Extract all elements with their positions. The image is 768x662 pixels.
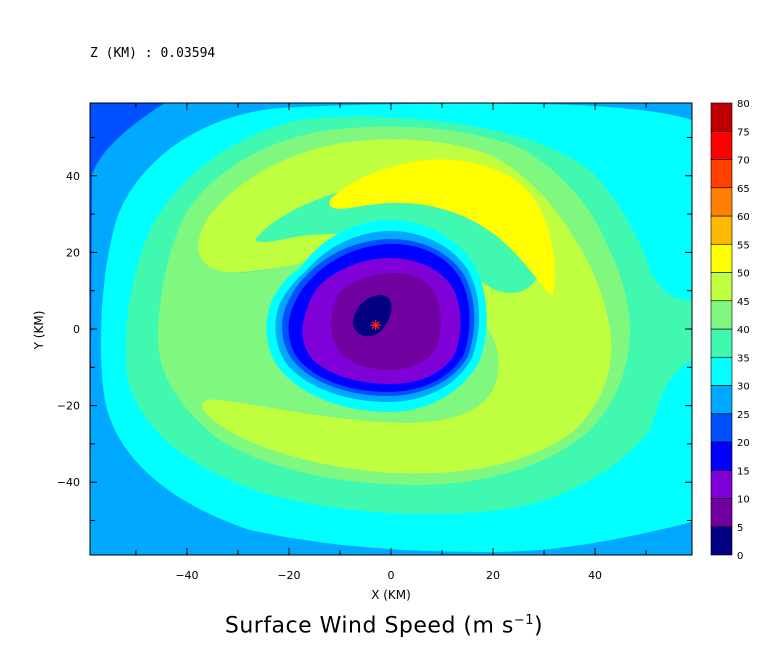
colorbar-swatch	[710, 356, 733, 386]
y-tick-label: 40	[66, 170, 80, 183]
colorbar-swatch	[710, 469, 733, 499]
colorbar-swatch	[710, 215, 733, 245]
marker-stroke	[371, 321, 380, 330]
colorbar-swatch	[710, 300, 733, 330]
colorbar-label: 10	[737, 495, 750, 506]
contour-band-0-5	[353, 295, 392, 337]
colorbar-swatch	[710, 159, 733, 189]
colorbar-swatch	[710, 413, 733, 443]
colorbar-label: 20	[737, 438, 750, 449]
colorbar-swatch	[710, 526, 733, 556]
colorbar-label: 25	[737, 410, 750, 421]
colorbar-swatch	[710, 328, 733, 358]
y-tick-label: 0	[73, 323, 80, 336]
colorbar-label: 80	[737, 99, 750, 110]
chart-title-tail: )	[534, 613, 544, 639]
colorbar-label: 65	[737, 184, 750, 195]
colorbar-swatch	[710, 130, 733, 160]
colorbar-swatch	[710, 272, 733, 302]
colorbar-label: 5	[737, 523, 743, 534]
colorbar-label: 70	[737, 156, 750, 167]
colorbar-label: 40	[737, 325, 750, 336]
storm-center-marker	[370, 320, 381, 331]
colorbar-label: 50	[737, 269, 750, 280]
x-tick-label: 20	[486, 569, 500, 582]
colorbar-label: 55	[737, 240, 750, 251]
x-tick-label: −40	[175, 569, 198, 582]
y-axis: −40 −20 0 20 40	[57, 136, 692, 522]
y-tick-label: −20	[57, 400, 80, 413]
x-axis: −40 −20 0 20 40	[135, 103, 647, 582]
y-axis-label: Y (KM)	[32, 311, 46, 351]
chart-title-superscript: −1	[513, 613, 535, 628]
x-tick-label: −20	[277, 569, 300, 582]
y-tick-label: −40	[57, 476, 80, 489]
colorbar-label: 45	[737, 297, 750, 308]
colorbar-swatch	[710, 385, 733, 415]
colorbar-swatch	[710, 498, 733, 528]
chart-title-main: Surface Wind Speed (m s	[224, 613, 514, 639]
colorbar-label: 15	[737, 466, 750, 477]
colorbar-label: 0	[737, 551, 743, 562]
colorbar-label: 60	[737, 212, 750, 223]
x-axis-label: X (KM)	[371, 588, 411, 602]
colorbar-label: 75	[737, 127, 750, 138]
x-tick-label: 0	[388, 569, 395, 582]
colorbar-label: 30	[737, 382, 750, 393]
contour-band-50-55	[329, 159, 555, 296]
colorbar-swatch	[710, 102, 733, 132]
contour-band-45-50	[198, 139, 612, 474]
colorbar-swatch	[710, 187, 733, 217]
chart-title: Surface Wind Speed (m s−1)	[0, 613, 768, 638]
colorbar-label: 35	[737, 353, 750, 364]
y-tick-label: 20	[66, 246, 80, 259]
colorbar-swatch	[710, 441, 733, 471]
x-tick-label: 40	[588, 569, 602, 582]
colorbar: 0 5 10 15 20 25 30 35 40 45 50 55 60 65 70 75 80	[710, 99, 750, 562]
contour-field	[90, 103, 692, 555]
z-level-label: Z (KM) : 0.03594	[90, 46, 216, 61]
colorbar-swatch	[710, 243, 733, 273]
